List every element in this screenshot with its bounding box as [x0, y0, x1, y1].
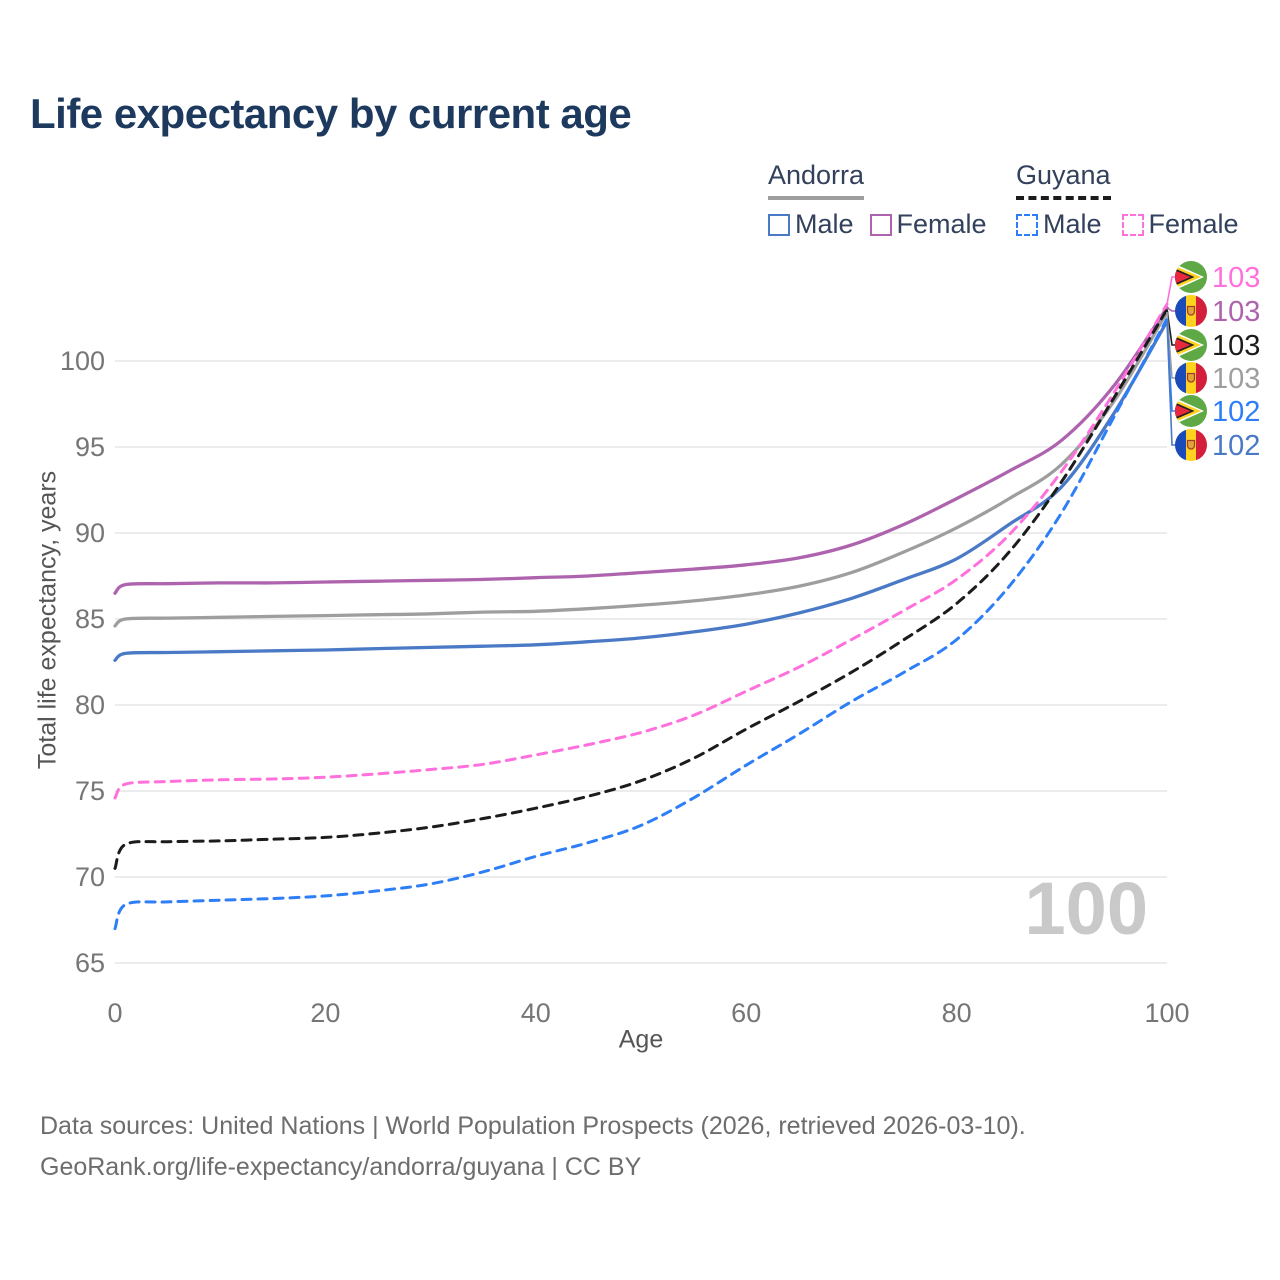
age-counter-watermark: 100 — [1024, 867, 1148, 950]
series-line-guyana-male[interactable] — [113, 317, 1169, 931]
y-tick-label-95: 95 — [75, 432, 105, 462]
andorra-flag-icon — [1175, 295, 1207, 327]
x-tick-label-60: 60 — [731, 998, 761, 1028]
end-value-label-andorra-female: 103 — [1212, 296, 1260, 328]
page-title: Life expectancy by current age — [30, 90, 632, 137]
andorra-female-swatch-icon — [869, 213, 892, 236]
attribution-line: GeoRank.org/life-expectancy/andorra/guya… — [40, 1153, 642, 1181]
legend-country-andorra[interactable]: Andorra — [768, 160, 865, 200]
legend-item-label: Female — [896, 209, 987, 239]
guyana-flag-red-triangle — [1175, 270, 1191, 284]
guyana-flag-icon — [1175, 395, 1207, 427]
x-tick-label-100: 100 — [1144, 998, 1189, 1028]
guyana-female-swatch-icon — [1121, 213, 1144, 236]
end-value-label-guyana-female: 103 — [1212, 262, 1260, 294]
legend-item-guyana-female[interactable]: Female — [1121, 209, 1239, 240]
x-tick-label-0: 0 — [107, 998, 122, 1028]
x-axis-title: Age — [618, 1025, 664, 1054]
footer: Data sources: United Nations | World Pop… — [40, 1106, 1026, 1188]
guyana-flag-red-triangle — [1175, 404, 1191, 418]
legend-item-andorra-female[interactable]: Female — [869, 209, 987, 240]
tick-layer: 65 70 75 80 85 90 95 100 0 20 40 60 80 100 — [60, 346, 1190, 1028]
y-tick-label-80: 80 — [75, 690, 105, 720]
legend-items-andorra: Male Female — [768, 209, 987, 240]
andorra-flag-icon — [1175, 429, 1207, 461]
x-tick-label-80: 80 — [942, 998, 972, 1028]
end-value-label-andorra-male: 102 — [1212, 430, 1260, 462]
andorra-flag-coat-of-arms — [1186, 305, 1196, 316]
chart-legend: Andorra Male Female Guyana Male Female — [0, 160, 1280, 250]
legend-group-andorra: Andorra Male Female — [768, 160, 987, 240]
legend-group-guyana: Guyana Male Female — [1016, 160, 1239, 240]
andorra-flag-coat-of-arms — [1186, 439, 1196, 450]
guyana-male-swatch-icon — [1016, 213, 1038, 236]
x-tick-label-20: 20 — [310, 998, 340, 1028]
y-tick-label-75: 75 — [75, 776, 105, 806]
andorra-flag-coat-of-arms — [1186, 372, 1196, 383]
end-value-label-guyana-male: 102 — [1212, 396, 1260, 428]
y-axis-title: Total life expectancy, years — [33, 470, 62, 770]
andorra-flag-blue-stripe — [1175, 429, 1186, 461]
legend-item-guyana-male[interactable]: Male — [1016, 209, 1102, 240]
series-layer — [113, 302, 1169, 931]
x-tick-label-40: 40 — [521, 998, 551, 1028]
legend-country-guyana[interactable]: Guyana — [1016, 160, 1111, 200]
series-line-andorra-both-sexes[interactable] — [113, 310, 1169, 628]
grid-layer — [115, 360, 1167, 964]
legend-item-andorra-male[interactable]: Male — [768, 209, 854, 240]
data-sources-line: Data sources: United Nations | World Pop… — [40, 1112, 1026, 1140]
andorra-flag-red-stripe — [1196, 429, 1207, 461]
guyana-flag-red-triangle — [1175, 338, 1191, 352]
andorra-flag-red-stripe — [1196, 362, 1207, 394]
y-tick-label-90: 90 — [75, 518, 105, 548]
series-line-andorra-female[interactable] — [113, 306, 1169, 595]
legend-item-label: Male — [1043, 209, 1102, 239]
guyana-flag-icon — [1175, 329, 1207, 361]
andorra-flag-blue-stripe — [1175, 295, 1186, 327]
legend-items-guyana: Male Female — [1016, 209, 1239, 240]
legend-item-label: Male — [795, 209, 854, 239]
y-tick-label-65: 65 — [75, 948, 105, 978]
andorra-flag-blue-stripe — [1175, 362, 1186, 394]
series-line-guyana-both-sexes[interactable] — [113, 307, 1169, 870]
series-line-andorra-male[interactable] — [113, 319, 1169, 662]
andorra-male-swatch-icon — [768, 213, 790, 236]
y-tick-label-85: 85 — [75, 604, 105, 634]
y-tick-label-70: 70 — [75, 862, 105, 892]
andorra-flag-red-stripe — [1196, 295, 1207, 327]
end-value-label-guyana-both-sexes: 103 — [1212, 330, 1260, 362]
legend-item-label: Female — [1148, 209, 1239, 239]
series-line-guyana-female[interactable] — [113, 302, 1169, 800]
end-label-leader-guyana-female — [1166, 276, 1177, 305]
andorra-flag-icon — [1175, 362, 1207, 394]
guyana-flag-icon — [1175, 261, 1207, 293]
y-tick-label-100: 100 — [60, 346, 105, 376]
end-value-label-andorra-both-sexes: 103 — [1212, 363, 1260, 395]
